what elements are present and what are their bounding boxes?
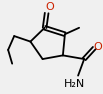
- Text: O: O: [45, 2, 54, 12]
- Text: H₂N: H₂N: [63, 79, 85, 89]
- Text: O: O: [94, 42, 102, 52]
